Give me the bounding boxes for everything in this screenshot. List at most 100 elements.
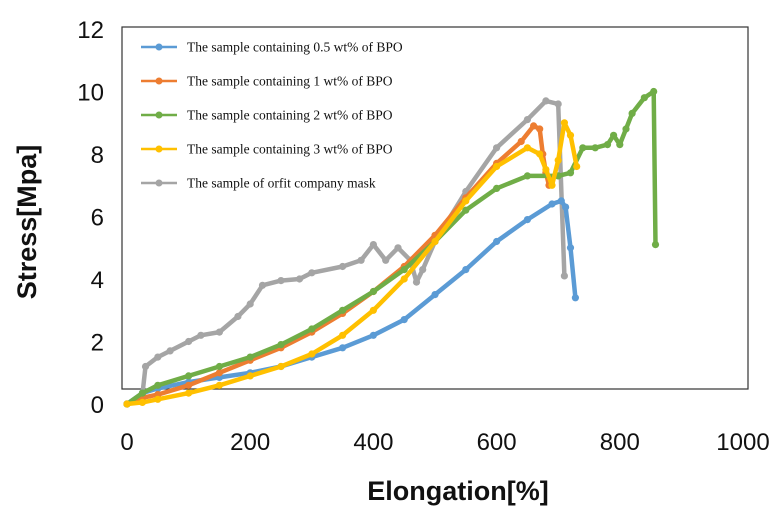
data-point — [185, 337, 193, 346]
data-point — [339, 344, 347, 352]
data-point — [308, 325, 316, 333]
data-point — [339, 306, 347, 314]
data-point — [154, 381, 162, 389]
data-point — [517, 137, 525, 146]
data-point — [523, 116, 532, 124]
data-point — [234, 312, 242, 321]
data-point — [571, 294, 580, 302]
x-tick-label: 1000 — [716, 429, 769, 456]
data-point — [462, 206, 470, 214]
legend-swatch-marker — [155, 179, 163, 187]
data-point — [462, 197, 470, 205]
y-tick-label: 6 — [91, 205, 104, 232]
legend-label: The sample containing 0.5 wt% of BPO — [187, 40, 403, 55]
data-point — [493, 184, 501, 192]
series-2 — [123, 87, 660, 408]
data-point — [557, 197, 565, 205]
data-point — [154, 353, 162, 361]
data-point — [185, 381, 193, 389]
y-tick-label: 0 — [91, 392, 104, 419]
data-point — [591, 144, 599, 152]
legend-swatch-marker — [155, 145, 163, 153]
x-tick-label: 0 — [120, 429, 133, 456]
data-point — [308, 269, 316, 277]
data-point — [566, 244, 575, 252]
data-point — [357, 256, 365, 264]
data-point — [431, 291, 439, 299]
legend-swatch-marker — [155, 43, 163, 51]
y-tick-label: 8 — [91, 142, 104, 169]
data-point — [154, 395, 162, 403]
legend-label: The sample containing 1 wt% of BPO — [187, 74, 393, 89]
data-point — [536, 150, 544, 158]
data-point — [554, 156, 562, 164]
data-point — [542, 166, 550, 174]
data-point — [412, 278, 421, 286]
legend-item: The sample of orfit company mask — [141, 176, 376, 191]
data-point — [382, 256, 390, 264]
data-point — [536, 125, 544, 133]
data-point — [138, 389, 146, 397]
legend-item: The sample containing 3 wt% of BPO — [141, 142, 393, 157]
series-line — [124, 89, 658, 407]
data-point — [339, 262, 347, 271]
data-point — [308, 350, 316, 358]
data-point — [616, 141, 624, 149]
data-point — [573, 162, 581, 171]
y-tick-label: 2 — [91, 330, 104, 357]
data-point — [277, 362, 285, 371]
data-point — [215, 328, 223, 336]
data-point — [277, 341, 285, 349]
data-point — [651, 241, 660, 249]
data-point — [622, 125, 630, 133]
series-line — [124, 123, 552, 407]
data-point — [369, 287, 377, 296]
data-point — [548, 181, 556, 189]
data-point — [246, 372, 254, 380]
data-point — [369, 306, 377, 314]
legend-item: The sample containing 0.5 wt% of BPO — [141, 40, 403, 55]
legend-swatch-marker — [155, 77, 163, 85]
x-tick-label: 800 — [600, 429, 640, 456]
y-axis-title: Stress[Mpa] — [12, 145, 42, 300]
data-point — [400, 275, 408, 283]
plot-frame — [121, 26, 749, 390]
data-point — [431, 237, 439, 246]
data-point — [138, 398, 146, 406]
data-point — [215, 381, 223, 389]
data-point — [548, 200, 556, 208]
data-point — [215, 362, 223, 371]
data-point — [185, 389, 193, 397]
series-line — [124, 120, 579, 407]
data-point — [523, 172, 532, 180]
data-point — [258, 281, 267, 289]
data-point — [640, 94, 649, 102]
x-tick-label: 400 — [353, 429, 393, 456]
data-point — [123, 400, 131, 408]
data-point — [400, 266, 408, 274]
data-point — [246, 300, 254, 308]
legend-item: The sample containing 2 wt% of BPO — [141, 108, 393, 123]
data-point — [141, 362, 150, 371]
data-point — [560, 272, 569, 280]
data-point — [579, 144, 587, 152]
legend-item: The sample containing 1 wt% of BPO — [141, 74, 393, 89]
x-tick-label: 200 — [230, 429, 270, 456]
legend-label: The sample of orfit company mask — [187, 176, 376, 191]
data-point — [215, 369, 223, 377]
data-point — [493, 162, 501, 171]
data-point — [246, 353, 254, 361]
data-point — [166, 347, 174, 355]
data-point — [493, 237, 501, 246]
data-point — [566, 169, 575, 177]
data-point — [523, 144, 532, 152]
legend-label: The sample containing 2 wt% of BPO — [187, 108, 393, 123]
data-point — [185, 372, 193, 380]
data-point — [650, 87, 658, 96]
data-point — [462, 266, 470, 274]
series-3 — [123, 119, 581, 408]
data-point — [566, 131, 575, 139]
data-point — [610, 131, 618, 139]
data-point — [400, 316, 408, 324]
